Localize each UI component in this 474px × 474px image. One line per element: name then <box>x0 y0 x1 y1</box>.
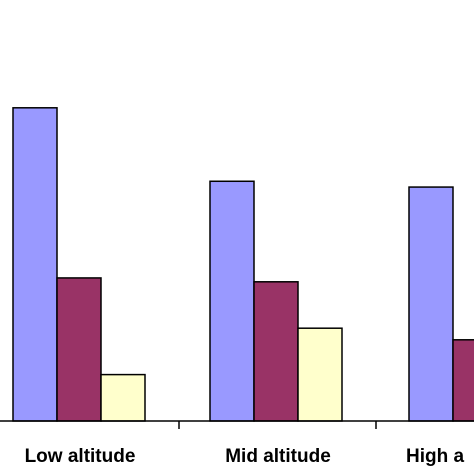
x-axis-labels: Low altitude Mid altitude High a <box>25 446 465 467</box>
x-axis-ticks <box>178 421 377 429</box>
bar-series-3-low-altitude <box>100 373 146 422</box>
bar-series-1-high-altitude <box>408 186 454 422</box>
bar-series-1-mid-altitude <box>209 180 255 422</box>
bar-series-2-low-altitude <box>56 277 102 422</box>
category-label-mid-altitude: Mid altitude <box>225 446 331 467</box>
bars-group <box>12 107 474 422</box>
category-label-low-altitude: Low altitude <box>25 446 136 467</box>
bar-series-3-mid-altitude <box>297 327 343 422</box>
bar-series-2-mid-altitude <box>253 281 299 422</box>
bar-series-2-high-altitude <box>452 339 474 422</box>
category-label-high-altitude: High a <box>406 446 464 467</box>
bar-series-1-low-altitude <box>12 107 58 422</box>
